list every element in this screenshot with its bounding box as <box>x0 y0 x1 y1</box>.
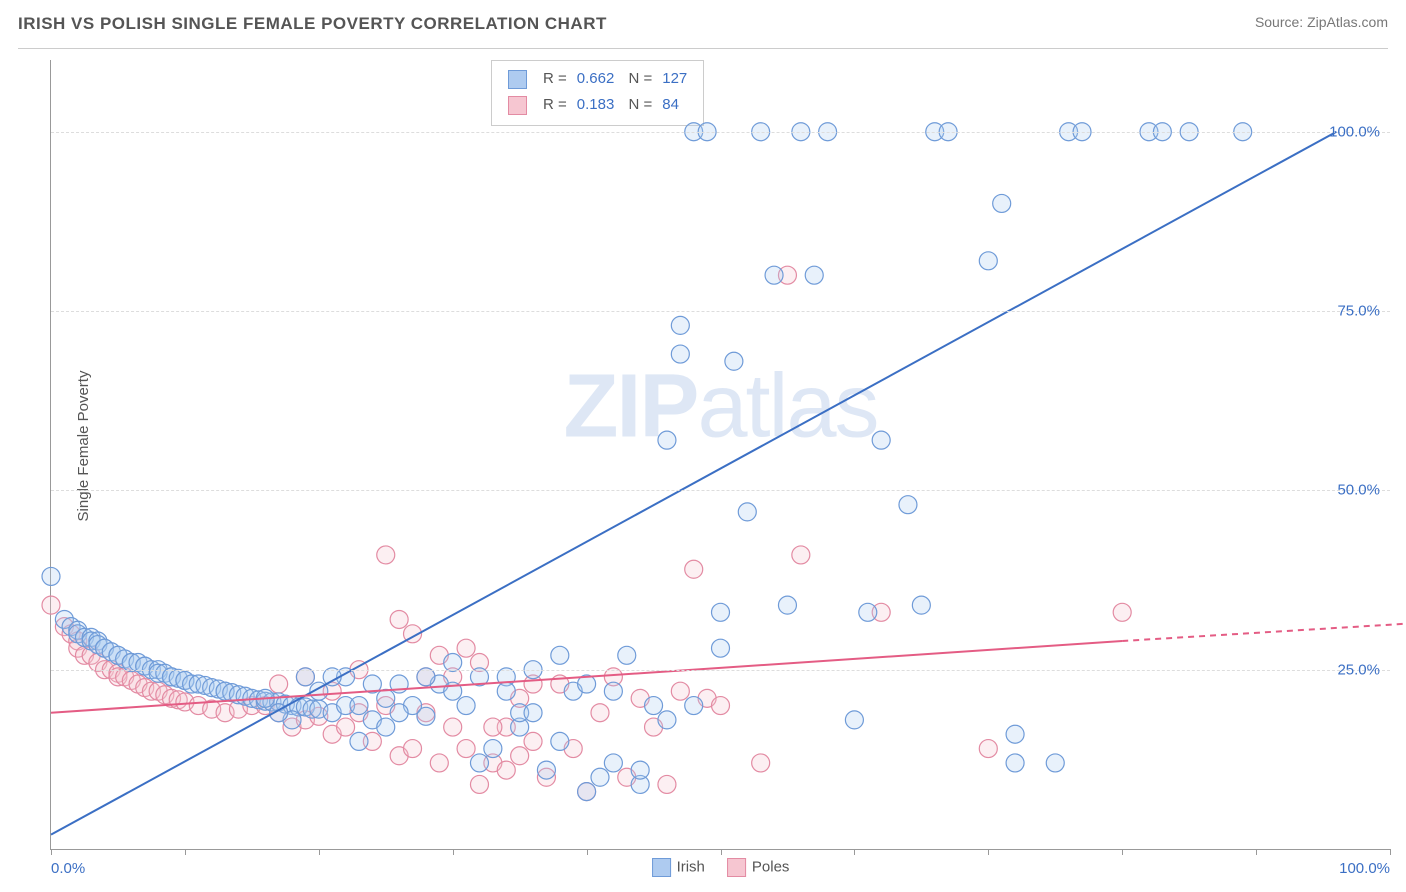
y-tick-label: 75.0% <box>1337 303 1380 320</box>
chart-legend: Irish Poles <box>652 858 790 877</box>
legend-item-poles: Poles <box>727 858 790 877</box>
x-axis-min-label: 0.0% <box>51 860 85 877</box>
y-tick-label: 100.0% <box>1329 123 1380 140</box>
chart-title: IRISH VS POLISH SINGLE FEMALE POVERTY CO… <box>18 14 607 34</box>
chart-plot-area: ZIPatlas R =0.662 N =127 R =0.183 N =84 … <box>50 60 1390 850</box>
source-link[interactable]: ZipAtlas.com <box>1307 14 1388 30</box>
x-axis-max-label: 100.0% <box>1339 860 1390 877</box>
chart-source: Source: ZipAtlas.com <box>1255 14 1388 30</box>
legend-label-poles: Poles <box>752 858 790 875</box>
legend-swatch-irish <box>652 858 671 877</box>
legend-swatch-poles <box>727 858 746 877</box>
source-prefix: Source: <box>1255 14 1303 30</box>
legend-item-irish: Irish <box>652 858 705 877</box>
chart-svg-layer <box>51 60 1390 849</box>
y-tick-label: 25.0% <box>1337 661 1380 678</box>
y-tick-label: 50.0% <box>1337 482 1380 499</box>
chart-header: IRISH VS POLISH SINGLE FEMALE POVERTY CO… <box>18 14 1388 49</box>
legend-label-irish: Irish <box>677 858 705 875</box>
